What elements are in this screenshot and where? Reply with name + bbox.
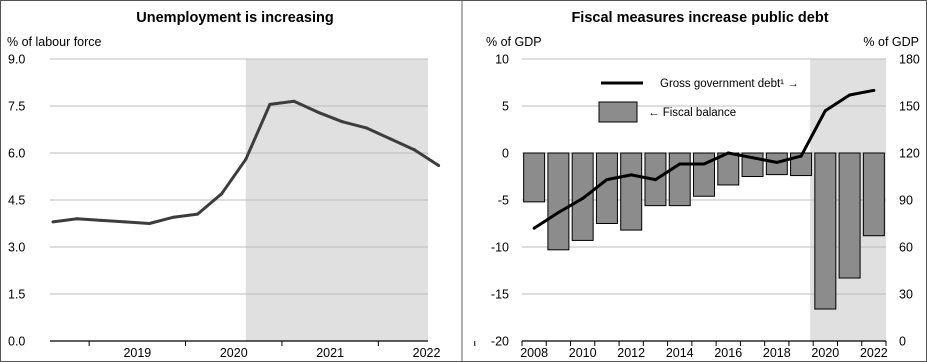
fiscal-balance-bar xyxy=(620,152,643,231)
government-debt-point xyxy=(556,211,560,215)
right-chart-title: Fiscal measures increase public debt xyxy=(571,10,828,26)
unemployment-point xyxy=(437,164,441,168)
unemployment-point xyxy=(340,120,344,124)
y-tick-label: 9.0 xyxy=(8,53,25,67)
x-tick-label: 2018 xyxy=(763,346,791,360)
unemployment-point xyxy=(172,215,175,219)
government-debt-point xyxy=(775,160,779,164)
x-tick-label: 2022 xyxy=(860,346,888,360)
government-debt-point xyxy=(532,226,536,230)
x-tick-label: 2012 xyxy=(617,346,645,360)
fiscal-balance-bar xyxy=(523,152,546,203)
left-chart-title: Unemployment is increasing xyxy=(136,10,333,26)
left-plot: 0.0 1.5 3.0 4.5 6.0 7.5 9.0 2019 2020 2021 2022 xyxy=(8,53,476,360)
unemployment-point xyxy=(123,220,127,224)
fiscal-balance-bar xyxy=(595,152,618,224)
y-left-tick-label: 0 xyxy=(502,147,509,161)
x-tick-label: 2020 xyxy=(220,346,248,360)
government-debt-point xyxy=(605,178,609,182)
unemployment-point xyxy=(413,148,416,152)
unemployment-point xyxy=(196,212,200,216)
x-tick-label: 2021 xyxy=(316,346,344,360)
right-plot: -20 0 -15 30 -10 60 -5 90 0 120 5 150 10 180 2008 2010 2… xyxy=(491,53,920,361)
government-debt-point xyxy=(872,88,876,92)
y-tick-label: 0.0 xyxy=(8,335,25,349)
fiscal-balance-bar xyxy=(668,152,691,207)
government-debt-point xyxy=(726,151,730,155)
legend-bar-swatch xyxy=(598,101,638,123)
government-debt-point xyxy=(581,196,585,200)
y-tick-label: 1.5 xyxy=(8,288,25,302)
y-right-tick-label: 180 xyxy=(899,53,920,67)
government-debt-point xyxy=(848,93,852,97)
x-tick-label: 2022 xyxy=(413,346,441,360)
y-left-tick-label: -5 xyxy=(498,194,509,208)
unemployment-point xyxy=(51,220,55,224)
x-tick-label: 2014 xyxy=(666,346,694,360)
unemployment-point xyxy=(364,126,368,130)
y-left-tick-label: -20 xyxy=(491,335,509,349)
y-tick-label: 4.5 xyxy=(8,194,25,208)
x-tick-label: 2020 xyxy=(811,346,839,360)
y-tick-label: 3.0 xyxy=(8,241,25,255)
government-debt-point xyxy=(678,162,682,166)
unemployment-point xyxy=(388,137,392,141)
government-debt-point xyxy=(799,154,803,158)
government-debt-point xyxy=(702,162,706,166)
y-right-tick-label: 30 xyxy=(899,288,913,302)
right-y-axis-label-left: % of GDP xyxy=(486,35,542,49)
y-left-tick-label: 10 xyxy=(495,53,509,67)
y-right-tick-label: 120 xyxy=(899,147,920,161)
unemployment-point xyxy=(220,192,224,196)
fiscal-balance-bar xyxy=(838,152,861,279)
x-tick-label: 2008 xyxy=(520,346,548,360)
y-right-tick-label: 60 xyxy=(899,241,913,255)
unemployment-point xyxy=(244,157,248,161)
y-right-tick-label: 0 xyxy=(899,335,906,349)
unemployment-point xyxy=(75,217,79,221)
unemployment-point xyxy=(316,110,320,114)
government-debt-point xyxy=(653,178,657,182)
y-tick-label: 6.0 xyxy=(8,147,25,161)
right-y-axis-label-right: % of GDP xyxy=(863,35,919,49)
government-debt-point xyxy=(629,173,633,177)
x-tick-label: 2010 xyxy=(569,346,597,360)
left-y-axis-label: % of labour force xyxy=(7,35,102,49)
unemployment-point xyxy=(147,222,151,225)
government-debt-point xyxy=(823,109,827,113)
y-right-tick-label: 90 xyxy=(899,194,913,208)
fiscal-balance-bar xyxy=(814,152,837,310)
legend-bar-label: ← Fiscal balance xyxy=(648,107,736,119)
fiscal-balance-bar xyxy=(547,152,570,251)
x-tick-label: 2019 xyxy=(123,346,151,360)
government-debt-point xyxy=(751,156,755,160)
unemployment-point xyxy=(99,218,103,222)
y-right-tick-label: 150 xyxy=(899,100,920,114)
y-tick-label: 7.5 xyxy=(8,100,25,114)
unemployment-point xyxy=(268,102,272,106)
unemployment-point xyxy=(292,99,296,103)
y-left-tick-label: 5 xyxy=(502,100,509,114)
y-left-tick-label: -15 xyxy=(491,288,509,302)
y-left-tick-label: -10 xyxy=(491,241,509,255)
legend-line-label: Gross government debt¹ → xyxy=(660,78,799,90)
fiscal-balance-bar xyxy=(862,152,885,237)
x-tick-label: 2016 xyxy=(714,346,742,360)
